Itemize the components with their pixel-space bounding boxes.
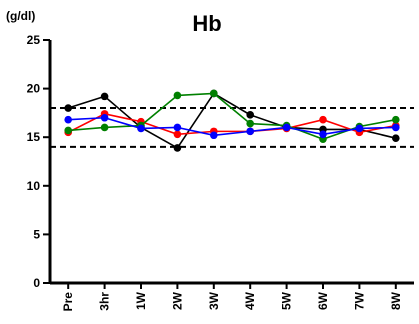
y-tick-label: 15	[27, 130, 41, 144]
series-line	[67, 113, 396, 136]
data-point	[100, 123, 109, 132]
data-point	[100, 113, 109, 122]
series-group	[64, 89, 400, 152]
x-tick-label: 3W	[207, 291, 221, 310]
y-tick-label: 20	[27, 82, 41, 96]
data-point	[100, 92, 109, 101]
series-line	[67, 92, 396, 149]
x-axis-ticks: Pre 3hr 1W 2W 3W 4W 5W 6W 7W 8W	[61, 283, 403, 311]
data-point	[137, 124, 145, 133]
x-tick-label: 7W	[352, 291, 366, 310]
data-point	[64, 126, 72, 135]
x-tick-label: Pre	[61, 292, 75, 312]
series-line	[68, 116, 396, 137]
y-axis-unit-label: (g/dl)	[6, 9, 35, 23]
data-point	[392, 115, 400, 124]
x-tick-label: 4W	[243, 291, 257, 310]
x-tick-label: 5W	[280, 291, 294, 310]
data-point	[210, 131, 218, 140]
data-point	[210, 89, 218, 98]
data-point	[173, 144, 182, 152]
data-point	[246, 119, 254, 128]
data-point	[355, 124, 364, 133]
x-tick-label: 2W	[170, 291, 184, 310]
chart-title: Hb	[192, 11, 221, 36]
data-point	[173, 91, 182, 100]
y-tick-label: 5	[33, 227, 40, 241]
data-point	[173, 123, 182, 132]
series	[64, 113, 400, 140]
x-tick-label: 8W	[389, 291, 403, 310]
y-axis-ticks: 0 5 10 15 20 25	[27, 33, 50, 290]
data-point	[392, 123, 400, 132]
y-tick-label: 25	[27, 33, 41, 47]
x-tick-label: 1W	[134, 291, 148, 310]
data-point	[64, 115, 72, 124]
data-point	[319, 130, 327, 139]
data-point	[173, 130, 182, 139]
data-point	[319, 115, 327, 124]
x-tick-label: 3hr	[98, 292, 112, 311]
data-point	[392, 134, 400, 142]
y-tick-label: 0	[33, 276, 40, 290]
y-tick-label: 10	[27, 179, 41, 193]
data-point	[282, 123, 291, 132]
data-point	[246, 127, 254, 136]
data-point	[64, 104, 72, 112]
data-point	[246, 111, 254, 119]
x-tick-label: 6W	[316, 291, 330, 310]
series-line	[68, 92, 396, 140]
